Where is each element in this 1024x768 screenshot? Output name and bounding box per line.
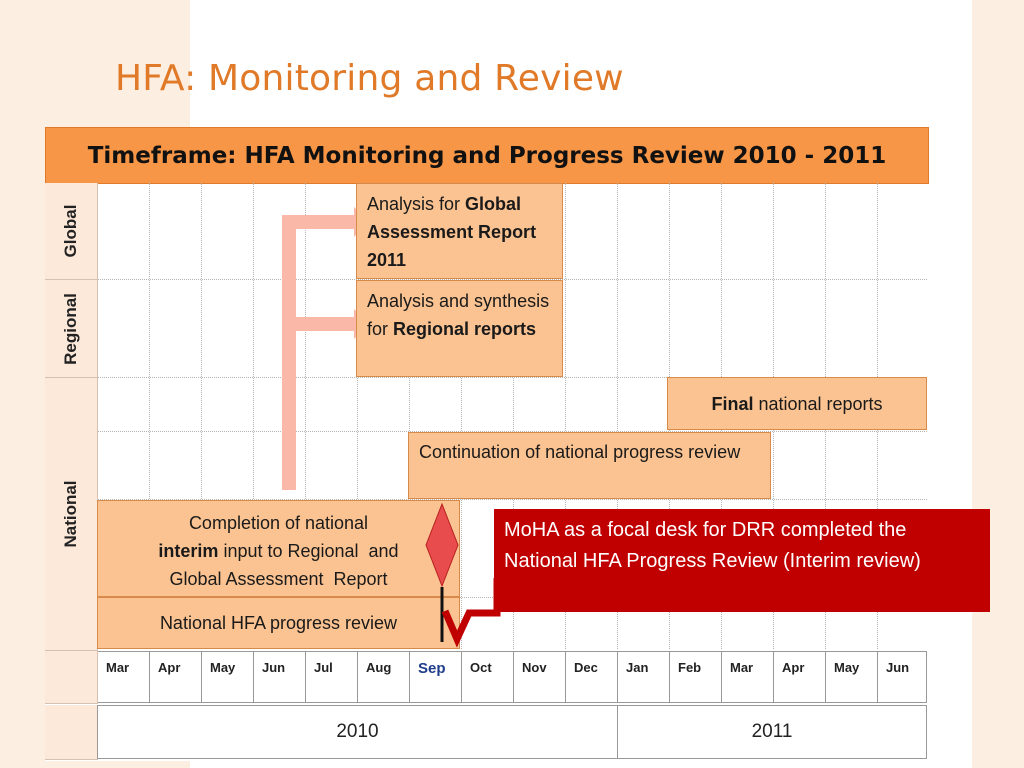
grid-line [149, 183, 150, 649]
task-regional-synthesis: Analysis and synthesis for Regional repo… [356, 280, 563, 377]
task-text: Completion of national [188, 513, 369, 533]
month-label: Apr [149, 651, 202, 703]
month-label: Mar [721, 651, 774, 703]
month-label-highlight: Sep [409, 651, 462, 703]
task-text: input to Regional and [218, 541, 399, 561]
arrow-branch-global [282, 215, 357, 229]
task-text-bold: Regional reports [393, 319, 537, 339]
task-text-bold: interim [158, 541, 219, 561]
task-completion-interim: Completion of national interim input to … [97, 500, 460, 597]
month-label: Dec [565, 651, 618, 703]
grid-line [253, 183, 254, 649]
grid-line [97, 499, 927, 500]
task-global-assessment: Analysis for Global Assessment Report 20… [356, 183, 563, 279]
task-text: National HFA progress review [159, 613, 398, 633]
month-label: Feb [669, 651, 722, 703]
month-label: Jul [305, 651, 358, 703]
month-label: Apr [773, 651, 826, 703]
month-label: May [825, 651, 878, 703]
year-label: 2010 [97, 705, 618, 759]
grid-line [97, 279, 927, 280]
month-label: May [201, 651, 254, 703]
slide-title: HFA: Monitoring and Review [115, 58, 624, 99]
callout-note: MoHA as a focal desk for DRR completed t… [494, 509, 990, 612]
axis-corner-cell [45, 705, 98, 760]
month-label: Oct [461, 651, 514, 703]
grid-line [461, 183, 462, 649]
task-text-bold: Final [711, 393, 754, 414]
grid-line [97, 377, 927, 378]
callout-pointer [441, 578, 501, 648]
grid-line [409, 183, 410, 649]
task-text: Analysis and synthesis for [367, 291, 550, 339]
task-text-line: interim input to Regional and [102, 537, 455, 565]
chart-header: Timeframe: HFA Monitoring and Progress R… [45, 127, 929, 184]
grid-line [305, 183, 306, 649]
month-label: Jun [877, 651, 927, 703]
task-text-bold: Global Assessment Report 2011 [367, 194, 537, 270]
month-label: Jan [617, 651, 670, 703]
task-text: Analysis for [367, 194, 466, 214]
month-label: Aug [357, 651, 410, 703]
year-label: 2011 [617, 705, 927, 759]
grid-line [565, 183, 566, 649]
task-text: national reports [753, 393, 883, 414]
arrow-stem [282, 215, 296, 490]
task-continuation-review: Continuation of national progress review [408, 432, 771, 499]
row-label-global: Global [45, 183, 98, 280]
milestone-diamond [425, 502, 459, 588]
axis-corner-cell [45, 651, 98, 704]
grid-line [357, 183, 358, 649]
month-label: Mar [97, 651, 150, 703]
task-text: Continuation of national progress review [419, 442, 741, 462]
grid-line [201, 183, 202, 649]
task-text: Global Assessment Report [169, 569, 388, 589]
connector-arrows [282, 207, 369, 490]
grid-line [513, 183, 514, 649]
task-final-national-reports: Final national reports [667, 377, 927, 430]
month-label: Nov [513, 651, 566, 703]
grid-line [97, 431, 927, 432]
task-national-progress-review: National HFA progress review [97, 597, 460, 649]
timeframe-chart: Timeframe: HFA Monitoring and Progress R… [45, 127, 929, 761]
arrow-branch-regional [282, 317, 357, 331]
row-label-regional: Regional [45, 280, 98, 378]
row-label-national: National [45, 378, 98, 651]
grid-line [617, 183, 618, 649]
month-label: Jun [253, 651, 306, 703]
